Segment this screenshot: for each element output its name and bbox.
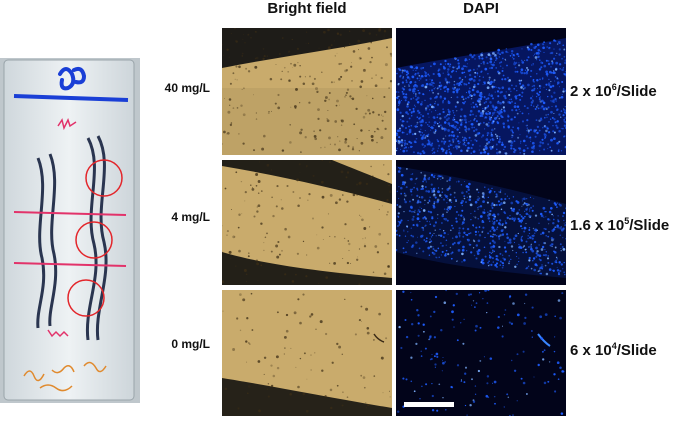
bright-field-panel-row-2 [222,160,392,285]
dapi-panel-row-2 [396,160,566,285]
orange-handwriting [23,361,107,392]
cell-density-row-3: 6 x 104/Slide [570,341,657,359]
red-circle-middle [75,221,113,259]
red-divider-1 [13,211,127,216]
blue-marker-line [13,94,129,102]
cell-density-row-2: 1.6 x 105/Slide [570,216,670,234]
tissue-line-1 [36,157,46,329]
red-circle-top [85,159,123,197]
dapi-header: DAPI [463,0,499,17]
dapi-panel-row-1 [396,28,566,155]
glass-slide [3,59,135,401]
tissue-line-4 [95,135,108,341]
concentration-label-row-2: 4 mg/L [171,210,210,224]
dapi-panel-row-3 [396,290,566,416]
scale-bar [404,402,454,407]
red-circle-bottom [67,279,105,317]
cell-density-row-1: 2 x 106/Slide [570,82,657,100]
slide-photo [0,58,140,403]
red-divider-2 [13,262,127,267]
concentration-label-row-1: 40 mg/L [164,81,210,95]
pink-handwriting-top [57,118,77,131]
bright-field-panel-row-3 [222,290,392,416]
tissue-line-2 [48,153,58,327]
blue-marker-scribble [58,66,87,91]
pink-handwriting-bottom [47,329,69,338]
tissue-line-3 [85,137,98,341]
concentration-label-row-3: 0 mg/L [171,337,210,351]
bright-field-header: Bright field [267,0,347,17]
bright-field-panel-row-1 [222,28,392,155]
